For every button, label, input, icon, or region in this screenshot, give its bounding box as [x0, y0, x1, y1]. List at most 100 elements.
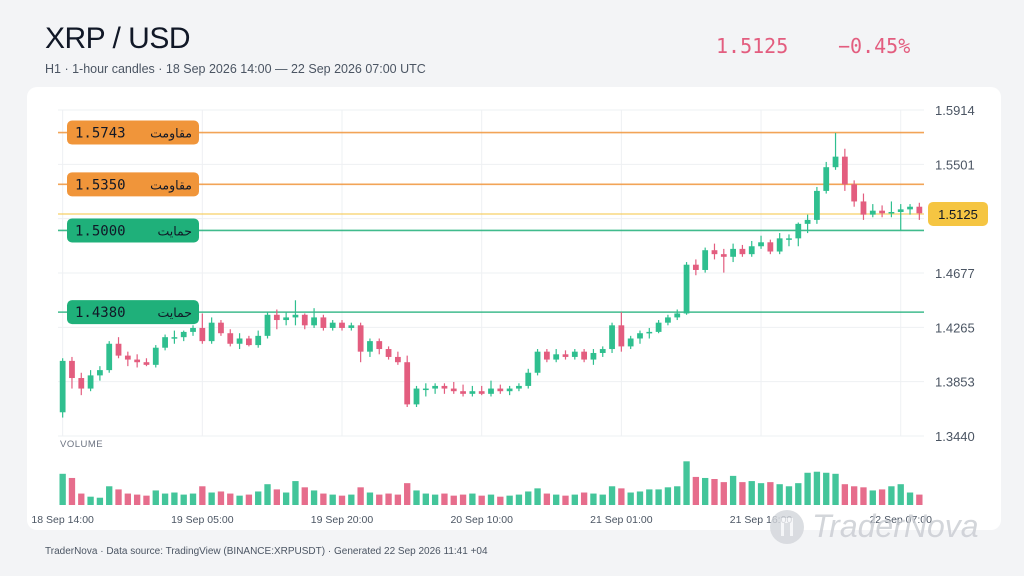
- level-name: حمایت: [157, 223, 192, 238]
- volume-bar: [310, 490, 318, 505]
- candle-body: [506, 388, 513, 392]
- volume-bar: [888, 486, 895, 505]
- volume-bar: [702, 477, 709, 505]
- level-value: 1.4380: [75, 305, 126, 321]
- candle-body: [869, 210, 876, 215]
- candle-body: [87, 375, 94, 389]
- volume-bar: [580, 492, 588, 505]
- candle-body: [739, 248, 746, 255]
- candle-body: [357, 325, 364, 352]
- candle-body: [450, 388, 457, 392]
- volume-bar: [916, 494, 923, 505]
- candle-body: [590, 352, 597, 360]
- support-label: 1.4380 حمایت: [67, 300, 199, 325]
- volume-bar: [357, 487, 364, 505]
- candle-body: [711, 250, 718, 255]
- volume-bar: [646, 489, 653, 505]
- candle-body: [851, 184, 858, 202]
- candle-body: [171, 337, 178, 339]
- candle-body: [702, 250, 709, 270]
- candle-body: [348, 325, 355, 328]
- candle-body: [534, 351, 541, 373]
- y-tick-label: 1.4677: [935, 266, 975, 281]
- volume-bar: [795, 483, 802, 505]
- candle-body: [562, 354, 569, 357]
- volume-bar: [441, 493, 448, 505]
- volume-bar: [720, 482, 727, 505]
- volume-bar: [906, 492, 914, 505]
- candle-body: [916, 206, 923, 214]
- chart-subtitle: H1 · 1-hour candles · 18 Sep 2026 14:00 …: [45, 62, 426, 76]
- candle-body: [776, 238, 783, 252]
- volume-bar: [255, 491, 262, 505]
- volume-bar: [115, 489, 122, 505]
- x-tick-label: 19 Sep 05:00: [171, 514, 234, 526]
- footer-note: TraderNova · Data source: TradingView (B…: [45, 546, 488, 557]
- volume-bar: [599, 494, 606, 505]
- y-tick-label: 1.3440: [935, 429, 975, 444]
- candle-body: [199, 327, 206, 342]
- tradernova-logo-icon: [770, 509, 804, 544]
- chart-grid: [58, 109, 924, 437]
- volume-label: VOLUME: [60, 439, 103, 450]
- y-tick-label: 1.5501: [935, 157, 975, 172]
- volume-bar: [292, 481, 299, 505]
- volume-bar: [850, 486, 858, 505]
- resistance-label: 1.5350 مقاومت: [67, 172, 199, 197]
- candle-body: [860, 201, 867, 215]
- volume-bar: [562, 495, 569, 505]
- volume-bar: [227, 493, 234, 505]
- candle-body: [441, 385, 448, 389]
- volume-bar: [729, 475, 737, 505]
- volume-bar: [692, 476, 700, 505]
- volume-bar: [87, 496, 94, 505]
- watermark-text: TraderNova: [812, 508, 979, 544]
- volume-bar: [208, 492, 215, 505]
- candle-body: [69, 360, 75, 379]
- candle-body: [432, 385, 439, 389]
- candle-body: [571, 351, 578, 357]
- volume-bar: [841, 484, 849, 505]
- candle-body: [292, 314, 299, 318]
- volume-bar: [171, 492, 178, 505]
- candle-body: [543, 351, 550, 360]
- volume-bar: [478, 495, 485, 505]
- volume-bar: [348, 494, 355, 505]
- y-tick-label: 1.5914: [935, 103, 975, 118]
- x-tick-label: 19 Sep 20:00: [311, 514, 374, 526]
- volume-bar: [487, 494, 495, 505]
- volume-bar: [813, 471, 821, 505]
- candle-body: [218, 322, 224, 334]
- volume-bar: [217, 491, 225, 505]
- volume-bar: [515, 494, 523, 505]
- volume-bar: [608, 486, 616, 505]
- volume-bar: [459, 494, 467, 505]
- volume-bar: [180, 494, 187, 505]
- volume-bar: [823, 472, 830, 505]
- volume-bar: [627, 492, 634, 505]
- volume-bar: [534, 488, 541, 505]
- volume-bar: [320, 493, 327, 505]
- candles: [59, 132, 923, 418]
- y-tick-label: 1.3853: [935, 375, 975, 390]
- x-tick-label: 22 Sep 07:00: [869, 514, 932, 526]
- x-tick-label: 20 Sep 10:00: [450, 514, 513, 526]
- candle-body: [227, 333, 234, 344]
- volume-bar: [497, 496, 504, 505]
- volume-bar: [245, 494, 253, 505]
- volume-bar: [525, 491, 532, 505]
- candle-body: [618, 325, 625, 347]
- candle-body: [124, 355, 131, 360]
- volume-bar: [404, 483, 411, 505]
- candle-body: [190, 327, 196, 332]
- level-value: 1.5000: [75, 223, 126, 239]
- candle-body: [469, 391, 476, 394]
- candle-body: [385, 349, 392, 357]
- candle-body: [832, 156, 839, 168]
- volume-bar: [553, 494, 560, 505]
- volume-bar: [506, 495, 513, 505]
- volume-bar: [394, 494, 402, 505]
- candle-body: [301, 314, 308, 326]
